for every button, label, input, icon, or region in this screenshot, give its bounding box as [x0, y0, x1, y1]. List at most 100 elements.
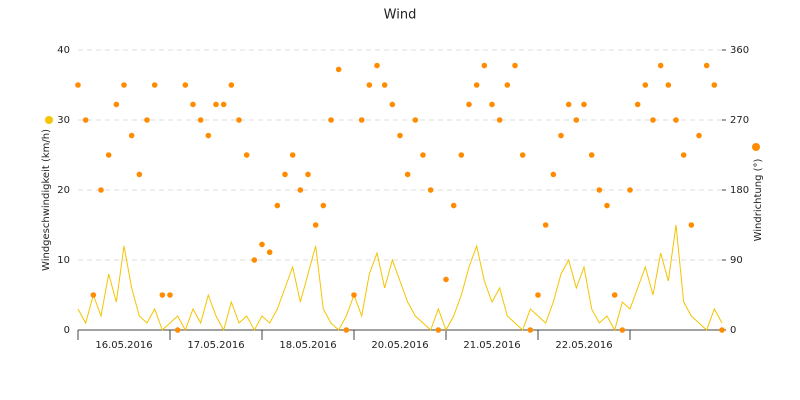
direction-point — [458, 152, 465, 158]
direction-point — [75, 82, 81, 88]
direction-point — [481, 62, 488, 69]
direction-point — [535, 292, 541, 298]
direction-point — [190, 101, 196, 108]
direction-point — [305, 171, 311, 178]
direction-point — [688, 222, 695, 228]
direction-point — [182, 82, 189, 88]
direction-point — [696, 132, 702, 139]
direction-point — [389, 101, 396, 108]
chart-title: Wind — [384, 8, 417, 23]
direction-point — [266, 249, 273, 256]
legend-marker — [752, 143, 760, 151]
y2-axis-title: Windrichtung (°) — [753, 159, 764, 242]
direction-point — [90, 292, 97, 298]
direction-point — [634, 101, 641, 108]
direction-point — [351, 292, 357, 298]
direction-point — [144, 117, 150, 123]
direction-point — [542, 222, 549, 228]
direction-point — [719, 327, 725, 333]
direction-point — [128, 132, 135, 139]
direction-point — [282, 171, 288, 178]
y2-tick-label: 270 — [730, 115, 749, 126]
x-tick-label: 20.05.2016 — [371, 340, 428, 351]
direction-point — [228, 82, 235, 88]
direction-point — [159, 292, 166, 298]
direction-point — [105, 152, 112, 158]
direction-point — [220, 101, 227, 108]
direction-point — [397, 132, 403, 139]
direction-point — [197, 117, 204, 123]
direction-point — [435, 327, 442, 333]
direction-point — [427, 187, 434, 193]
direction-point — [489, 101, 495, 108]
speed-line — [77, 224, 723, 332]
direction-point — [174, 327, 181, 333]
direction-point — [412, 117, 419, 123]
direction-point — [504, 82, 511, 88]
x-tick-label: 21.05.2016 — [463, 340, 520, 351]
y-tick-label: 40 — [57, 45, 70, 56]
x-tick-label: 17.05.2016 — [187, 340, 244, 351]
direction-point — [703, 62, 710, 69]
direction-point — [558, 132, 564, 139]
y2-tick-label: 180 — [730, 185, 749, 196]
direction-point — [136, 171, 143, 178]
y-tick-label: 20 — [57, 185, 70, 196]
direction-point — [251, 257, 258, 263]
y-tick-label: 30 — [57, 115, 70, 126]
direction-point — [259, 241, 265, 248]
legend-marker — [45, 116, 53, 124]
x-tick-label: 18.05.2016 — [279, 340, 336, 351]
direction-point — [320, 202, 327, 209]
direction-point — [121, 82, 127, 88]
direction-point — [366, 82, 373, 88]
direction-point — [519, 152, 526, 158]
direction-point — [680, 152, 687, 158]
direction-point — [527, 327, 534, 333]
direction-point — [581, 101, 587, 108]
direction-point — [358, 117, 365, 123]
y2-tick-label: 0 — [730, 325, 736, 336]
direction-point — [289, 152, 296, 158]
direction-point — [274, 202, 281, 209]
direction-point — [642, 82, 649, 88]
direction-point — [596, 187, 603, 193]
direction-point — [297, 187, 304, 193]
direction-point — [420, 152, 426, 158]
direction-point — [98, 187, 104, 193]
direction-point — [657, 62, 664, 69]
direction-point — [588, 152, 595, 158]
direction-point — [565, 101, 572, 108]
direction-point — [496, 117, 503, 123]
direction-point — [473, 82, 480, 88]
direction-point — [466, 101, 472, 108]
direction-point — [205, 132, 212, 139]
direction-point — [573, 117, 580, 123]
direction-point — [443, 276, 449, 283]
y-tick-label: 10 — [57, 255, 70, 266]
direction-point — [627, 187, 633, 193]
direction-point — [213, 101, 219, 108]
direction-point — [450, 202, 457, 209]
direction-point — [312, 222, 319, 228]
x-tick-label: 22.05.2016 — [555, 340, 612, 351]
direction-point — [151, 82, 158, 88]
x-tick-label: 16.05.2016 — [95, 340, 152, 351]
y2-tick-label: 360 — [730, 45, 749, 56]
direction-point — [404, 171, 411, 178]
direction-point — [604, 202, 610, 209]
direction-point — [650, 117, 656, 123]
direction-point — [343, 327, 350, 333]
direction-point — [711, 82, 718, 88]
direction-point — [512, 62, 518, 69]
direction-point — [243, 152, 250, 158]
direction-point — [236, 117, 242, 123]
direction-point — [335, 66, 342, 73]
direction-point — [665, 82, 672, 88]
direction-point — [673, 117, 679, 123]
direction-point — [328, 117, 334, 123]
direction-point — [113, 101, 120, 108]
y2-tick-label: 90 — [730, 255, 743, 266]
direction-point — [381, 82, 388, 88]
